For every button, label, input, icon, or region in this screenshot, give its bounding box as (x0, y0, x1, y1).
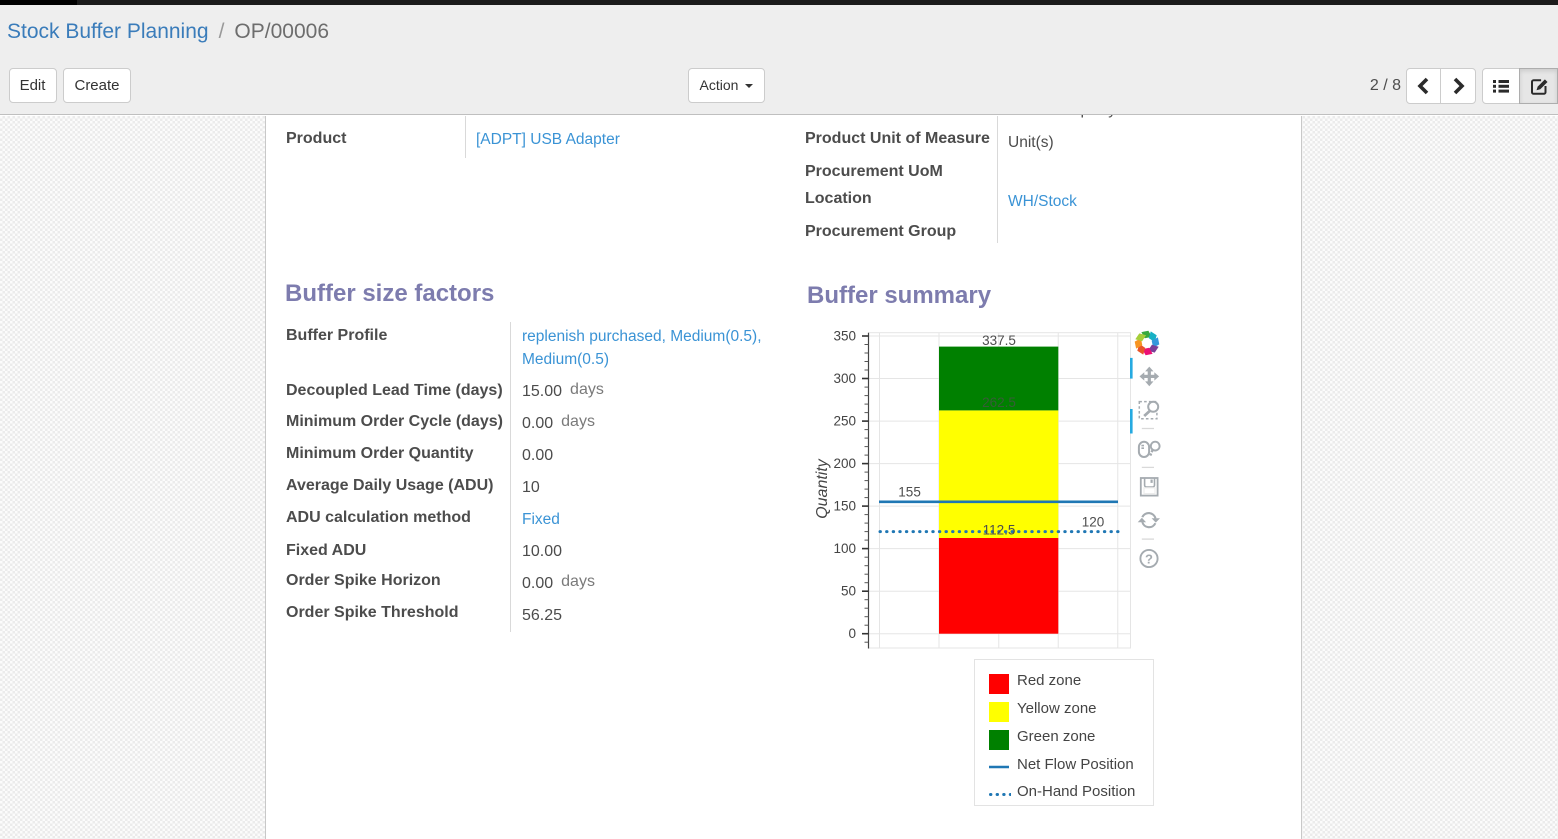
svg-text:50: 50 (841, 584, 856, 599)
svg-text:155: 155 (898, 485, 921, 500)
svg-text:300: 300 (833, 371, 856, 386)
svg-text:200: 200 (833, 456, 856, 471)
svg-text:112.5: 112.5 (983, 522, 1016, 537)
svg-text:262.5: 262.5 (982, 395, 1016, 410)
svg-text:?: ? (1145, 551, 1153, 566)
svg-text:337.5: 337.5 (982, 333, 1016, 348)
svg-text:150: 150 (833, 499, 856, 514)
svg-text:350: 350 (833, 329, 856, 344)
svg-text:100: 100 (833, 541, 856, 556)
svg-text:120: 120 (1082, 515, 1105, 530)
svg-text:250: 250 (833, 414, 856, 429)
svg-text:0: 0 (848, 626, 856, 641)
svg-text:Quantity: Quantity (814, 458, 831, 519)
